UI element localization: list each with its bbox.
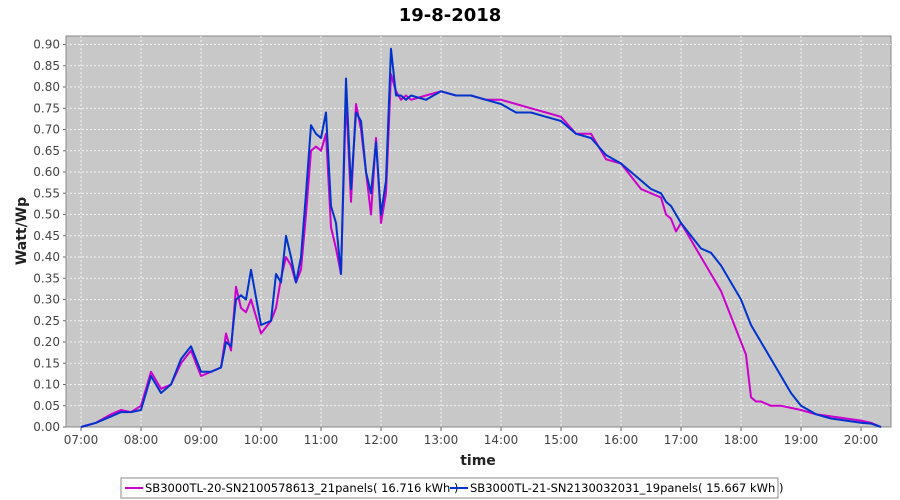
plot-area (65, 35, 892, 428)
legend-label-1: SB3000TL-20-SN2100578613_21panels( 16.71… (145, 481, 458, 495)
x-tick-label: 11:00 (304, 433, 339, 447)
grid-lines (66, 36, 891, 428)
y-tick-label: 0.85 (33, 59, 60, 73)
chart-title: 19-8-2018 (399, 5, 502, 26)
x-tick-label: 12:00 (364, 433, 399, 447)
series-line-2 (80, 47, 882, 428)
y-tick-label: 0.35 (33, 271, 60, 285)
y-tick-label: 0.40 (33, 250, 60, 264)
x-tick-label: 17:00 (664, 433, 699, 447)
y-tick-label: 0.55 (33, 186, 60, 200)
y-tick-label: 0.00 (33, 420, 60, 434)
y-tick-label: 0.70 (33, 123, 60, 137)
y-tick-label: 0.75 (33, 101, 60, 115)
y-tick-label: 0.65 (33, 144, 60, 158)
y-tick-label: 0.80 (33, 80, 60, 94)
y-tick-label: 0.45 (33, 229, 60, 243)
x-tick-label: 10:00 (244, 433, 279, 447)
x-tick-label: 19:00 (784, 433, 819, 447)
x-tick-label: 07:00 (64, 433, 99, 447)
x-tick-label: 20:00 (844, 433, 879, 447)
x-tick-label: 16:00 (604, 433, 639, 447)
y-tick-label: 0.20 (33, 335, 60, 349)
x-tick-label: 15:00 (544, 433, 579, 447)
x-tick-label: 18:00 (724, 433, 759, 447)
y-tick-label: 0.50 (33, 208, 60, 222)
y-tick-label: 0.60 (33, 165, 60, 179)
legend-label-2: SB3000TL-21-SN2130032031_19panels( 15.66… (470, 481, 783, 495)
y-tick-label: 0.10 (33, 378, 60, 392)
y-tick-label: 0.15 (33, 356, 60, 370)
x-tick-label: 08:00 (124, 433, 159, 447)
legend: SB3000TL-20-SN2100578613_21panels( 16.71… (125, 481, 783, 495)
y-axis-title: Watt/Wp (14, 197, 30, 265)
y-tick-label: 0.05 (33, 399, 60, 413)
series-lines (80, 47, 882, 428)
y-axis: 0.00 0.05 0.10 0.15 0.20 0.25 0.30 0.35 0.40 0.45… (33, 36, 67, 434)
x-tick-label: 13:00 (424, 433, 459, 447)
legend-box (120, 477, 779, 499)
y-tick-label: 0.30 (33, 293, 60, 307)
x-tick-label: 09:00 (184, 433, 219, 447)
y-tick-label: 0.25 (33, 314, 60, 328)
x-axis: 07:00 08:00 09:00 10:00 11:00 12:00 13:00 14:00… (64, 426, 891, 447)
y-tick-label: 0.90 (33, 38, 60, 52)
x-axis-title: time (460, 453, 496, 469)
x-tick-label: 14:00 (484, 433, 519, 447)
